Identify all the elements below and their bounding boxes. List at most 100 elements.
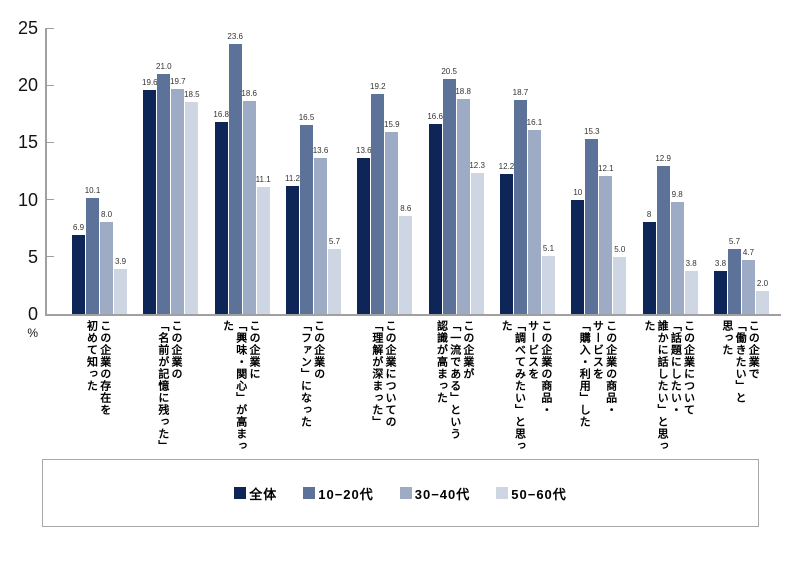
category-label: この企業の商品・ サービスを 「調べてみたい」と思った [500, 320, 552, 452]
bar [242, 101, 256, 314]
bar [228, 44, 242, 314]
legend-swatch [496, 487, 509, 499]
bar-value-label: 23.6 [227, 32, 243, 42]
bar-value-label: 10.1 [84, 186, 101, 196]
bar [684, 270, 698, 314]
y-tick-label: 5 [27, 246, 38, 267]
legend-item: 10−20代 [303, 484, 374, 503]
y-tick-mark [47, 256, 54, 258]
bar-value-label: 18.8 [455, 86, 471, 96]
bar-value-label: 5.1 [542, 243, 555, 253]
category-label: この企業で 「働きたい」と 思った [720, 320, 760, 404]
legend-swatch [234, 487, 247, 499]
y-tick-mark [47, 141, 54, 143]
bar-value-label: 6.9 [72, 223, 85, 233]
legend-item: 全体 [234, 484, 277, 503]
category-label: この企業に 「興味・関心」が高まった [221, 320, 260, 452]
bar-value-label: 16.1 [526, 117, 543, 127]
category-label: この企業の存在を 初めて知った [85, 320, 111, 416]
bar [527, 129, 541, 314]
plot-area: 6.9 10.1 8.0 3.9 19.6 21.0 19.7 18.5 16.8 23.6 18.… [45, 28, 781, 316]
category-label: この企業について 「話題にしたい・ 誰かに話したい」と思った [642, 320, 695, 452]
y-tick-label: 0 [27, 304, 38, 324]
bar [357, 158, 371, 314]
bar-value-label: 3.8 [714, 258, 727, 268]
category-label: この企業が 「一流である」という 認識が高まった [435, 320, 474, 440]
bar [713, 270, 727, 314]
bar [313, 158, 327, 314]
category-label: この企業の 「名前が記憶に残った」 [156, 320, 183, 452]
y-tick-label: 15 [17, 132, 38, 153]
y-tick-label: 20 [17, 75, 38, 96]
legend-items: 全体 10−20代 30−40代 50−60代 [43, 460, 758, 526]
bar-value-label: 10 [573, 187, 583, 197]
bar [371, 94, 385, 314]
bar-value-label: 8.0 [100, 210, 113, 220]
bar-value-label: 12.2 [498, 162, 515, 172]
bar-value-label: 11.2 [284, 173, 300, 183]
bar [143, 89, 157, 314]
bar-value-label: 12.1 [598, 163, 614, 173]
bar [399, 215, 413, 314]
legend-swatch [303, 487, 316, 499]
bar-value-label: 18.5 [184, 90, 200, 100]
bar-value-label: 18.7 [512, 88, 529, 98]
bar-value-label: 5.7 [328, 236, 341, 246]
y-tick-mark [47, 28, 54, 29]
bar-value-label: 8.6 [400, 203, 412, 213]
bar [171, 88, 185, 314]
bar [727, 248, 741, 314]
legend-label: 30−40代 [414, 486, 471, 502]
legend-label: 全体 [249, 486, 278, 502]
bar [513, 100, 527, 314]
bar [157, 73, 171, 314]
bar [585, 138, 599, 314]
bar [456, 98, 470, 314]
bar-value-label: 12.3 [469, 161, 485, 171]
bar [442, 79, 456, 314]
y-tick-label: 10 [17, 189, 38, 210]
bar [499, 174, 513, 314]
y-axis: 0 5 10 15 20 25 [0, 18, 38, 324]
bar [185, 102, 199, 314]
bar-value-label: 19.2 [370, 82, 386, 92]
bar-value-label: 5.7 [728, 236, 741, 246]
bar-value-label: 5.0 [614, 244, 626, 254]
bar-value-label: 2.0 [756, 279, 769, 289]
category-label: この企業についての 「理解が深まった」 [370, 320, 396, 428]
category-label: この企業の 「ファン」になった [299, 320, 325, 428]
bar [741, 260, 755, 314]
bar [755, 291, 769, 314]
legend-label: 10−20代 [318, 486, 374, 502]
category-label: この企業の商品・ サービスを 「購入・利用」した [578, 320, 617, 428]
bar [670, 201, 684, 314]
bar-value-label: 4.7 [742, 248, 755, 258]
y-tick-label: 25 [17, 18, 38, 38]
legend-label: 50−60代 [511, 486, 567, 502]
bar-value-label: 3.9 [114, 257, 127, 267]
bar [72, 235, 85, 314]
bar [214, 121, 228, 314]
bar-value-label: 19.7 [170, 76, 186, 86]
bar [656, 166, 670, 314]
bar [327, 248, 341, 314]
bar-value-label: 9.8 [671, 189, 683, 199]
bar [428, 124, 442, 314]
category-labels: この企業の存在を 初めて知った この企業の 「名前が記憶に残った」 この企業に 「興… [45, 320, 779, 458]
bar [285, 185, 299, 314]
bar [299, 125, 313, 314]
bar [571, 199, 585, 314]
bar-value-label: 15.9 [384, 120, 400, 130]
bar-value-label: 12.9 [655, 154, 671, 164]
bar-value-label: 20.5 [441, 67, 457, 77]
bar-value-label: 19.6 [142, 77, 158, 87]
bar [599, 175, 613, 314]
bar-value-label: 8 [646, 210, 652, 220]
legend: 全体 10−20代 30−40代 50−60代 [42, 459, 759, 527]
bar-value-label: 11.1 [255, 175, 271, 185]
bar [385, 132, 399, 314]
bar-value-label: 21.0 [156, 61, 172, 71]
bar [114, 269, 127, 314]
y-tick-mark [47, 84, 54, 86]
